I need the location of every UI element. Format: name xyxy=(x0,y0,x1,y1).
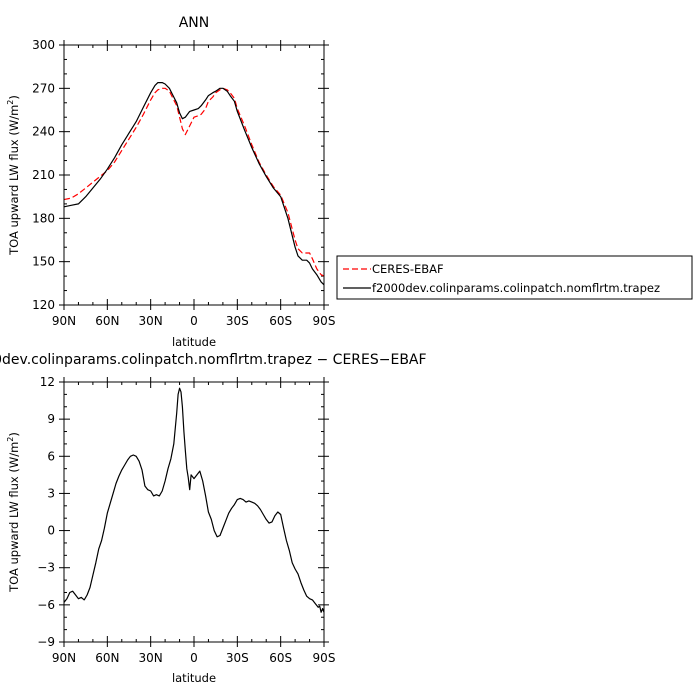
x-tick-label: 60N xyxy=(95,314,119,328)
top-chart: ANN 120 150 180 210 240 270 300 90N 60N 30N 0 30S 6… xyxy=(6,15,693,349)
x-tick-label: 60N xyxy=(95,651,119,665)
top-chart-plot-frame xyxy=(63,44,325,306)
x-tick-label: 60S xyxy=(269,651,292,665)
y-tick-label: 0 xyxy=(47,524,55,538)
bottom-chart-ylabel: TOA upward LW flux (W/m2) xyxy=(6,432,21,593)
y-tick-label: 120 xyxy=(32,298,55,312)
y-tick-label: 240 xyxy=(32,125,55,139)
y-tick-label: 300 xyxy=(32,38,55,52)
x-tick-label: 60S xyxy=(269,314,292,328)
bottom-chart-xlabel: latitude xyxy=(172,671,216,685)
y-tick-label: 180 xyxy=(32,211,55,225)
bottom-chart-title: f2000dev.colinparams.colinpatch.nomflrtm… xyxy=(0,352,427,368)
x-tick-label: 0 xyxy=(190,314,198,328)
y-tick-label: −9 xyxy=(37,635,55,649)
series-line-ceres-ebaf xyxy=(63,87,325,277)
top-chart-x-tick-labels: 90N 60N 30N 0 30S 60S 90S xyxy=(52,314,336,328)
legend-label-ceres: CERES-EBAF xyxy=(372,262,444,276)
y-tick-label: −3 xyxy=(37,561,55,575)
top-chart-series xyxy=(63,81,325,286)
series-line-f2000dev-colinparams-colinpatch-nomflrtm-trapez xyxy=(63,81,325,286)
bottom-chart-y-tick-labels: −9 −6 −3 0 3 6 9 12 xyxy=(37,375,55,649)
top-chart-ylabel: TOA upward LW flux (W/m2) xyxy=(6,95,21,256)
y-tick-label: 12 xyxy=(40,375,55,389)
x-tick-label: 90N xyxy=(52,651,76,665)
y-tick-label: 3 xyxy=(47,486,55,500)
series-line-difference xyxy=(63,387,325,613)
bottom-chart: f2000dev.colinparams.colinpatch.nomflrtm… xyxy=(0,352,427,685)
x-tick-label: 0 xyxy=(190,651,198,665)
top-chart-title: ANN xyxy=(179,15,210,31)
bottom-chart-series xyxy=(63,387,325,613)
x-tick-label: 30S xyxy=(226,314,249,328)
top-chart-legend: CERES-EBAF f2000dev.colinparams.colinpat… xyxy=(336,255,693,300)
bottom-chart-ticks xyxy=(59,377,329,647)
x-tick-label: 30N xyxy=(139,314,163,328)
x-tick-label: 90N xyxy=(52,314,76,328)
y-tick-label: 9 xyxy=(47,412,55,426)
top-chart-xlabel: latitude xyxy=(172,335,216,349)
x-tick-label: 30N xyxy=(139,651,163,665)
y-tick-label: 150 xyxy=(32,255,55,269)
x-tick-label: 90S xyxy=(313,314,336,328)
legend-box xyxy=(336,255,693,300)
x-tick-label: 90S xyxy=(313,651,336,665)
y-tick-label: 6 xyxy=(47,449,55,463)
top-chart-y-tick-labels: 120 150 180 210 240 270 300 xyxy=(32,38,55,312)
y-tick-label: −6 xyxy=(37,598,55,612)
y-tick-label: 210 xyxy=(32,168,55,182)
y-tick-label: 270 xyxy=(32,81,55,95)
bottom-chart-plot-frame xyxy=(63,381,325,643)
legend-label-model: f2000dev.colinparams.colinpatch.nomflrtm… xyxy=(372,281,660,295)
bottom-chart-x-tick-labels: 90N 60N 30N 0 30S 60S 90S xyxy=(52,651,336,665)
x-tick-label: 30S xyxy=(226,651,249,665)
top-chart-ticks xyxy=(59,40,329,310)
